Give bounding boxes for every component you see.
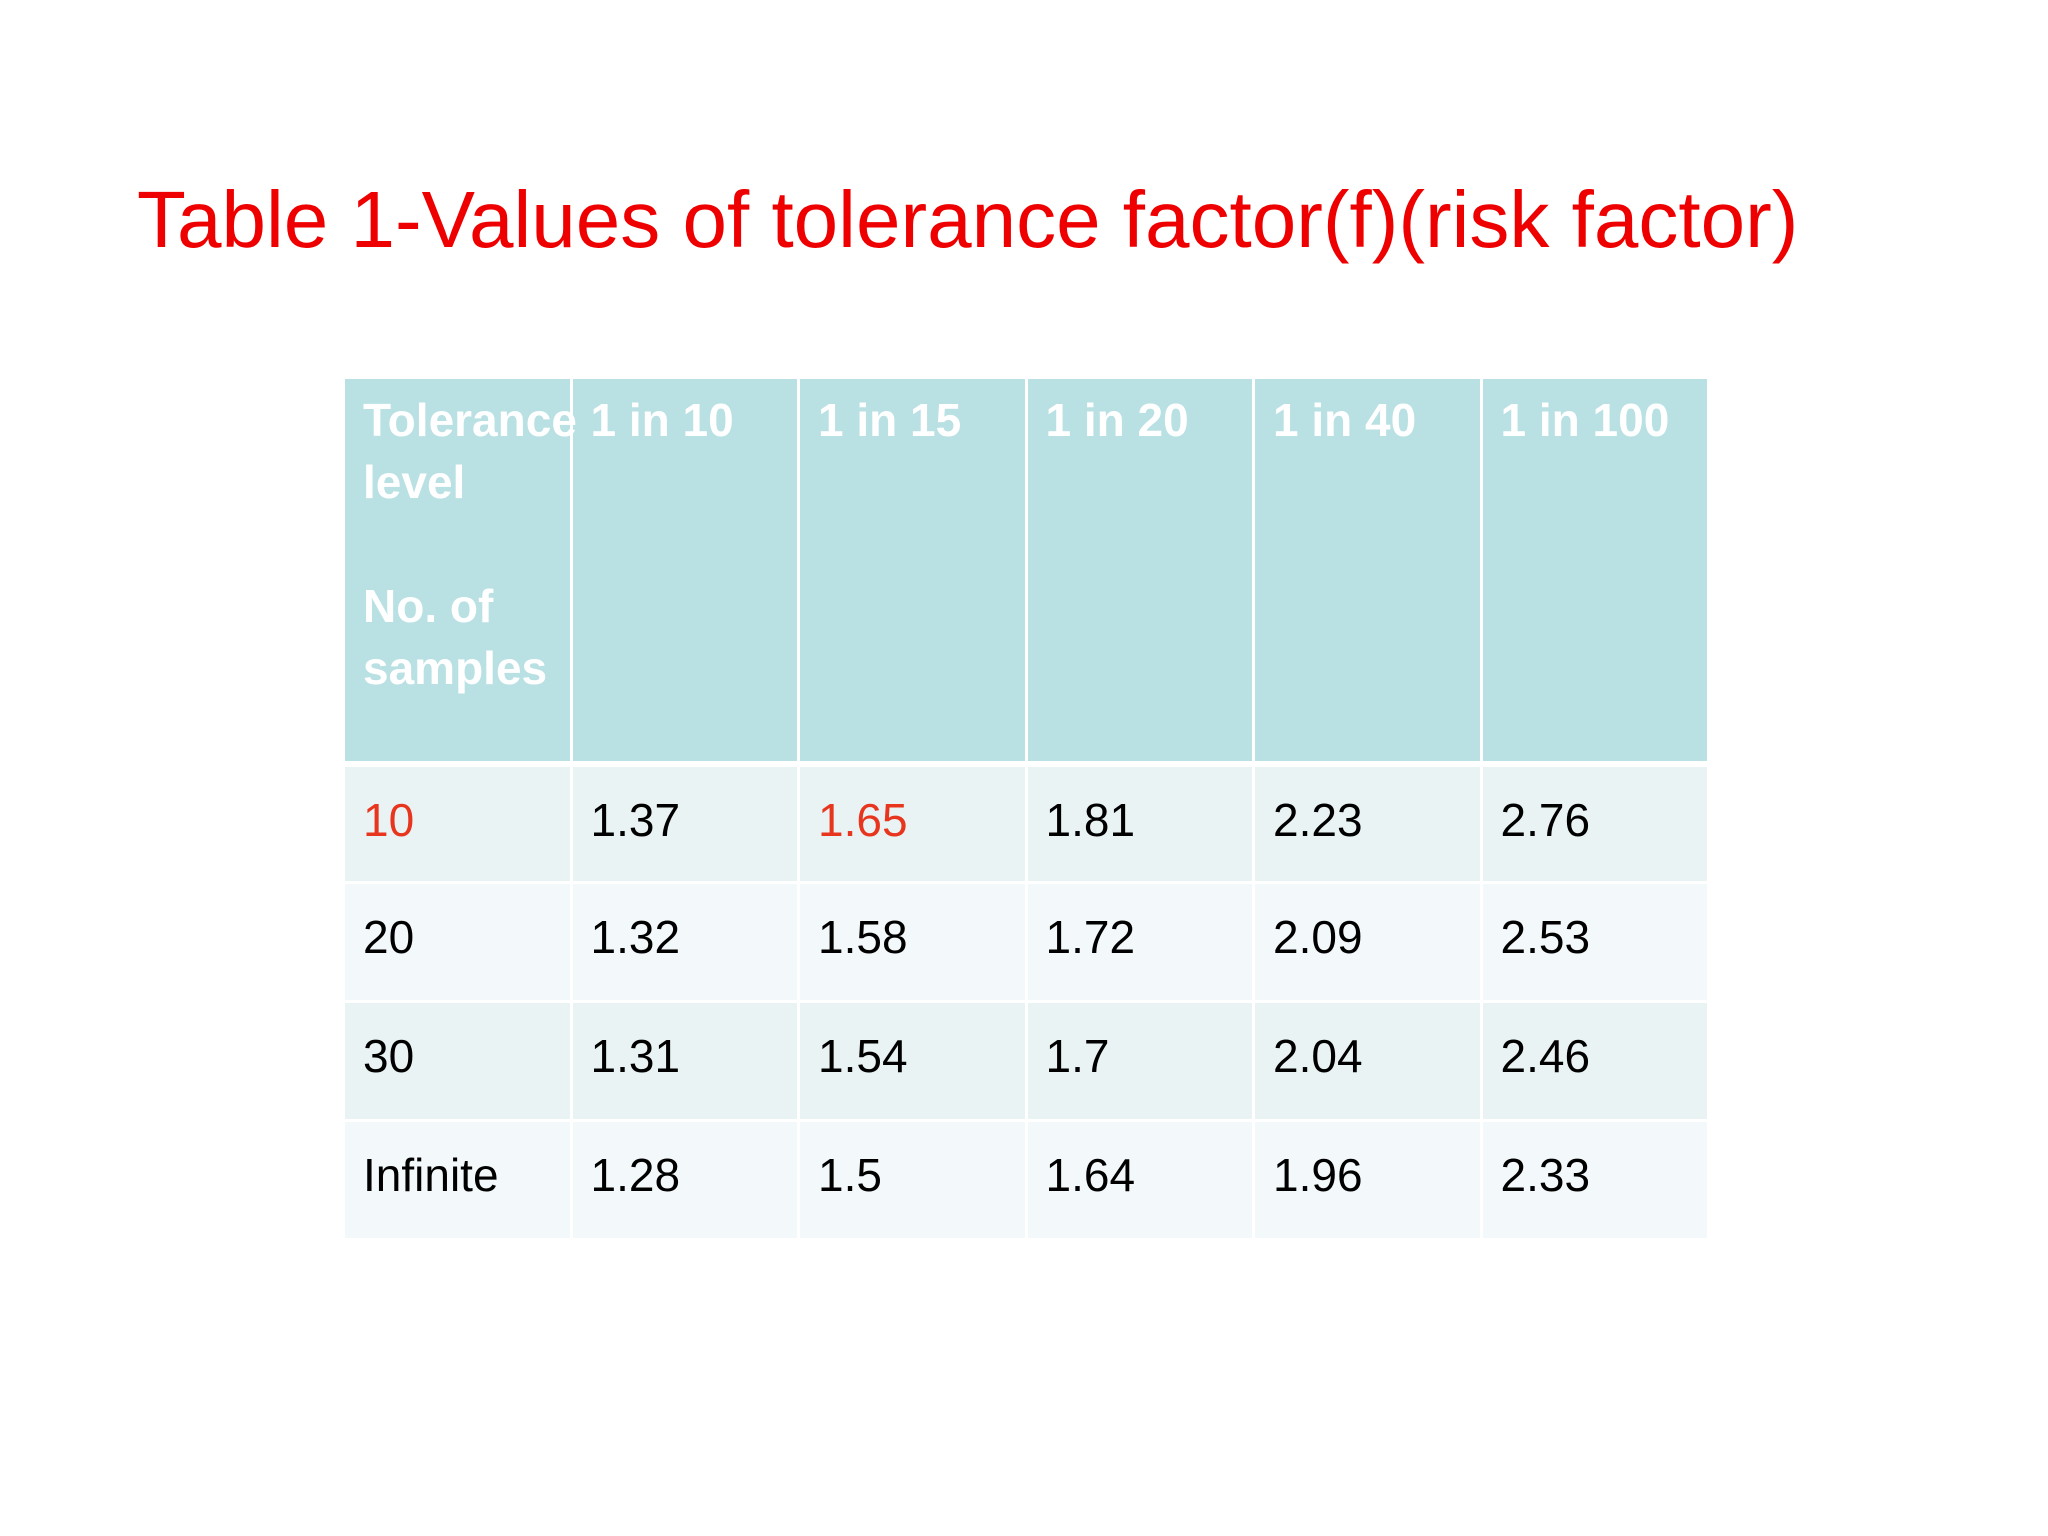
- column-header-1-in-10: 1 in 10: [569, 376, 800, 765]
- table-row: Infinite 1.28 1.5 1.64 1.96 2.33: [342, 1119, 1710, 1241]
- table-cell: 1.72: [1024, 881, 1255, 1003]
- tolerance-level-label: Tolerance level: [363, 394, 577, 508]
- table-cell: 1.58: [797, 881, 1028, 1003]
- tolerance-factor-table: Tolerance level No. of samples 1 in 10 1…: [342, 376, 1710, 1241]
- table-cell: 1.28: [569, 1119, 800, 1241]
- table-cell: 1.81: [1024, 762, 1255, 884]
- column-header-1-in-100: 1 in 100: [1479, 376, 1710, 765]
- table-row: 30 1.31 1.54 1.7 2.04 2.46: [342, 1000, 1710, 1122]
- column-header-1-in-15: 1 in 15: [797, 376, 1028, 765]
- row-label-cell: 10: [342, 762, 573, 884]
- column-header-1-in-40: 1 in 40: [1252, 376, 1483, 765]
- table-cell: 2.23: [1252, 762, 1483, 884]
- column-header-1-in-20: 1 in 20: [1024, 376, 1255, 765]
- table-cell: 2.53: [1479, 881, 1710, 1003]
- table-cell: 1.64: [1024, 1119, 1255, 1241]
- table-row: 20 1.32 1.58 1.72 2.09 2.53: [342, 881, 1710, 1003]
- table-cell: 1.54: [797, 1000, 1028, 1122]
- table-cell: 1.7: [1024, 1000, 1255, 1122]
- corner-header-cell: Tolerance level No. of samples: [342, 376, 577, 765]
- table-row: 10 1.37 1.65 1.81 2.23 2.76: [342, 762, 1710, 884]
- no-of-samples-label: No. of samples: [363, 580, 548, 694]
- table-cell: 2.04: [1252, 1000, 1483, 1122]
- table-cell: 2.46: [1479, 1000, 1710, 1122]
- table-cell: 1.31: [569, 1000, 800, 1122]
- table-cell: 1.5: [797, 1119, 1028, 1241]
- table-cell: 2.33: [1479, 1119, 1710, 1241]
- row-label-cell: 30: [342, 1000, 573, 1122]
- slide-title: Table 1-Values of tolerance factor(f)(ri…: [137, 175, 1799, 264]
- tolerance-factor-table-container: Tolerance level No. of samples 1 in 10 1…: [342, 376, 1710, 1241]
- table-cell: 1.96: [1252, 1119, 1483, 1241]
- table-body: 10 1.37 1.65 1.81 2.23 2.76 20 1.32 1.58…: [342, 762, 1710, 1241]
- row-label-cell: 20: [342, 881, 573, 1003]
- table-cell: 1.37: [569, 762, 800, 884]
- highlighted-table-cell: 1.65: [797, 762, 1028, 884]
- table-cell: 1.32: [569, 881, 800, 1003]
- header-row: Tolerance level No. of samples 1 in 10 1…: [342, 376, 1710, 765]
- row-label-cell: Infinite: [342, 1119, 573, 1241]
- table-cell: 2.09: [1252, 881, 1483, 1003]
- table-cell: 2.76: [1479, 762, 1710, 884]
- table-header: Tolerance level No. of samples 1 in 10 1…: [342, 376, 1710, 765]
